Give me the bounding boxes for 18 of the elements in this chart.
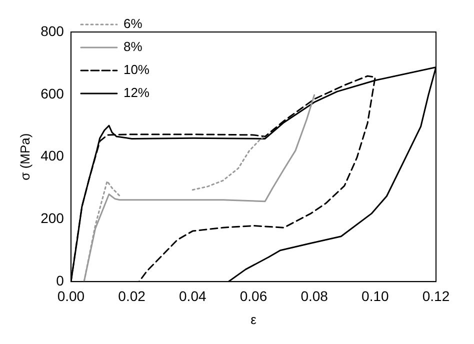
y-tick-label: 400 [40,148,64,164]
x-tick-label: 0.00 [57,288,85,304]
legend-label: 12% [123,85,150,100]
y-axis-title: σ (MPa) [17,133,32,180]
legend-label: 10% [123,62,150,78]
x-tick-label: 0.10 [362,288,389,304]
y-tick-label: 200 [40,210,64,226]
legend-label: 6% [123,16,143,32]
x-tick-label: 0.04 [179,288,206,304]
x-tick-label: 0.12 [422,288,450,304]
legend-label: 8% [123,39,143,54]
x-tick-label: 0.02 [118,288,146,304]
y-tick-label: 0 [56,272,64,288]
y-tick-label: 600 [40,85,64,102]
y-tick-label: 800 [40,22,64,39]
x-axis-title: ε [250,312,257,327]
x-tick-label: 0.06 [240,288,268,304]
x-tick-label: 0.08 [300,288,328,304]
